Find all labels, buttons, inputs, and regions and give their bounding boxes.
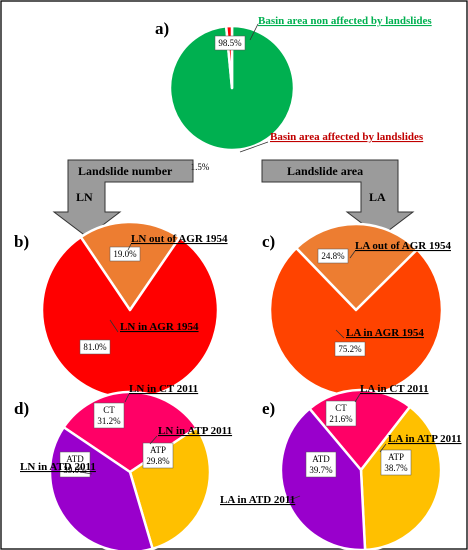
svg-text:21.6%: 21.6% [329,414,353,424]
pie-d-slice-label-1: LN in ATP 2011 [158,425,232,437]
svg-text:1.5%: 1.5% [191,162,210,172]
svg-text:31.2%: 31.2% [97,416,121,426]
pie-b-slice-0 [79,220,181,312]
svg-text:39.0%: 39.0% [63,465,87,475]
svg-text:CT: CT [335,403,347,413]
pie-b-pct-label-0: 19.0% [109,246,141,262]
pie-b-slice-label-1: LN in AGR 1954 [120,321,199,333]
arrow-right-box-label: Landslide area [287,164,363,178]
svg-text:ATP: ATP [388,452,404,462]
pie-e-leader-1 [379,443,387,453]
pie-d-slice-label-2: LN in ATD 2011 [20,461,96,473]
pie-e-slice-label-2: LA in ATD 2011 [220,494,295,506]
svg-text:75.2%: 75.2% [338,344,362,354]
svg-text:ATP: ATP [150,445,166,455]
arrow-right-code: LA [369,190,386,204]
pie-d-leader-2 [79,471,93,475]
arrow-landslide-area: Landslide area LA [261,159,415,238]
pie-e-slice-label-0: LA in CT 2011 [360,383,429,395]
svg-text:81.0%: 81.0% [83,342,107,352]
pie-c-leader-1 [335,329,345,339]
pie-b-pct-label-1: 81.0% [79,339,111,355]
panel-a-label: a) [155,19,169,38]
svg-text:38.7%: 38.7% [384,463,408,473]
pie-c-pct-label-1: 75.2% [334,341,366,357]
svg-text:39.7%: 39.7% [309,465,333,475]
pie-charts [40,24,444,550]
pie-a-pct-label-0: 98.5% [214,35,246,51]
arrow-landslide-number: Landslide number LN [52,159,194,238]
pie-d-slice-1 [128,426,212,550]
pie-c-slice-0 [295,222,419,312]
pie-e-slice-1 [359,405,443,550]
svg-text:98.5%: 98.5% [218,38,242,48]
pie-c-leader-0 [349,250,356,259]
pie-a-slice-label-0: Basin area non affected by landslides [258,15,432,27]
svg-text:19.0%: 19.0% [113,249,137,259]
pie-e-slice-2 [279,407,367,550]
pie-d-slice-label-0: LN in CT 2011 [129,383,198,395]
pie-a-leader-0 [249,23,259,41]
pie-b-leader-1 [109,319,119,333]
pie-e-leader-2 [289,495,301,501]
pie-b-slice-label-0: LN out of AGR 1954 [131,233,228,245]
panel-d-label: d) [14,399,29,418]
arrow-left-code: LN [76,190,93,204]
svg-text:24.8%: 24.8% [321,251,345,261]
svg-text:ATD: ATD [66,454,84,464]
pie-c-slice-label-0: LA out of AGR 1954 [355,240,451,252]
pie-d-leader-1 [149,435,158,445]
panel-c-label: c) [262,232,275,251]
pie-e-leader-0 [354,393,361,403]
pie-c-pct-label-0: 24.8% [317,248,349,264]
panel-b-label: b) [14,232,29,251]
panel-e-label: e) [262,399,275,418]
pie-a-pct-label-1: 1.5% [191,162,210,172]
pie-annotations: 98.5% 1.5% Basin area non affected by land… [20,15,461,506]
arrow-left-box-label: Landslide number [78,164,173,178]
svg-text:29.8%: 29.8% [146,456,170,466]
pie-a-slice-label-1: Basin area affected by landslides [270,131,424,143]
pie-c-slice-label-1: LA in AGR 1954 [346,327,424,339]
pie-e-slice-label-1: LA in ATP 2011 [388,433,461,445]
pie-a-leader-1 [239,141,269,153]
svg-text:ATD: ATD [312,454,330,464]
svg-text:CT: CT [103,405,115,415]
pie-d-leader-0 [124,393,130,403]
pie-b-leader-0 [127,243,132,251]
